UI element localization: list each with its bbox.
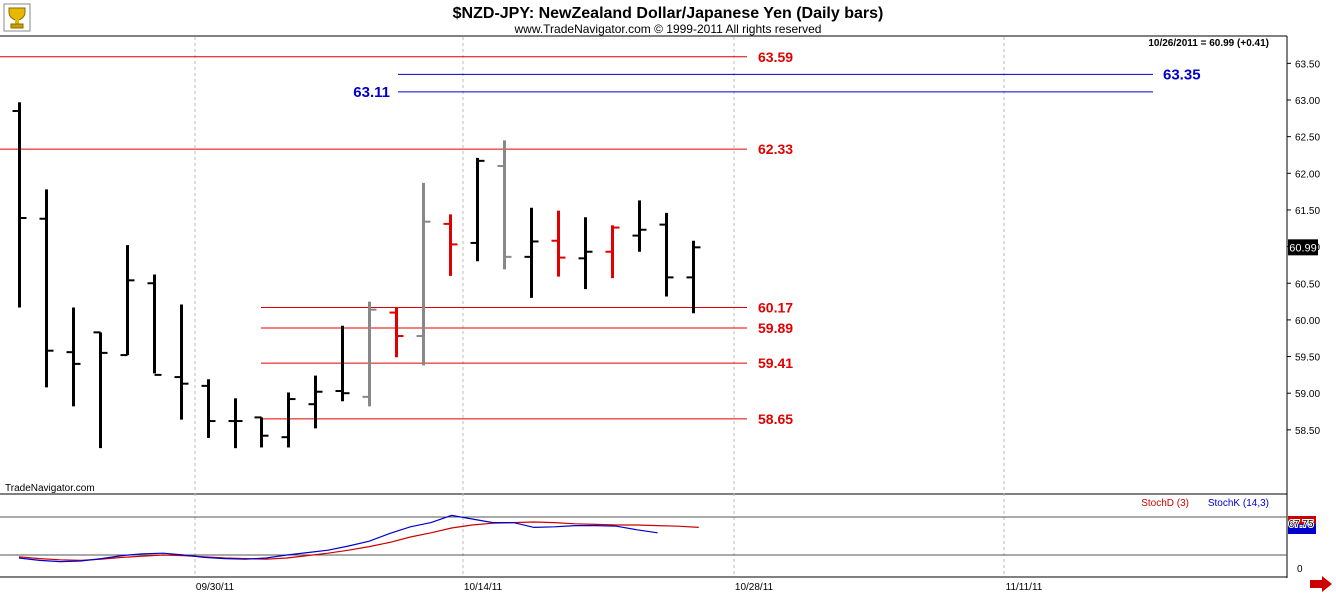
price-tick-label: 63.00 [1295,96,1320,107]
ohlc-bar [201,379,216,438]
support-resistance-levels: 63.59 63.35 63.11 62.33 60.17 59.89 59.41 58.65 [0,49,1201,427]
ohlc-bar [39,189,54,388]
level-label: 63.35 [1163,66,1201,83]
price-tick-label: 63.50 [1295,59,1320,70]
level-label: 58.65 [758,411,793,427]
scroll-right-arrow[interactable] [1310,576,1332,592]
date-axis[interactable]: 09/30/11 10/14/11 10/28/11 11/11/11 [196,582,1043,593]
ohlc-bar [659,212,674,297]
watermark: TradeNavigator.com [5,483,95,494]
ohlc-bar [228,398,243,449]
price-tick-label: 62.00 [1295,169,1320,180]
ohlc-bar [443,214,458,276]
ohlc-bar [174,304,189,420]
ohlc-bar [578,217,593,290]
ohlc-bar [416,182,431,366]
price-tick-label: 60.50 [1295,279,1320,290]
date-tick-label: 10/14/11 [464,582,503,593]
last-quote: 10/26/2011 = 60.99 (+0.41) [1148,38,1269,49]
ohlc-bar [93,331,108,449]
level-label: 59.41 [758,355,793,371]
ohlc-bar [632,200,647,252]
level-label: 62.33 [758,141,793,157]
indicator-zero-label: 0 [1297,564,1303,575]
ohlc-bar [551,210,566,277]
ohlc-bar [605,225,620,279]
stochd-label: StochD (3) [1141,498,1189,509]
ohlc-bar [686,240,701,314]
logo [3,3,31,32]
level-label: 60.17 [758,299,793,315]
ohlc-bar [12,102,27,308]
level-label: 63.11 [353,84,390,101]
last-price-label: 60.99 [1289,242,1317,254]
level-label: 59.89 [758,320,793,336]
ohlc-bar [308,375,323,429]
price-tick-label: 58.50 [1295,426,1320,437]
price-tick-label: 60.00 [1295,316,1320,327]
ohlc-bar [389,307,404,358]
price-bars [12,102,701,449]
copyright-text: www.TradeNavigator.com © 1999-2011 All r… [514,22,822,36]
level-label: 63.59 [758,49,793,65]
ohlc-bar [66,307,81,407]
trophy-icon [3,3,31,32]
ohlc-bar [281,392,296,448]
ohlc-bar [120,245,135,357]
indicator-value: 67.75 [1288,519,1313,530]
price-tick-label: 59.50 [1295,353,1320,364]
date-tick-label: 10/28/11 [735,582,774,593]
stochk-label: StochK (14,3) [1208,498,1269,509]
ohlc-bar [497,140,512,270]
price-tick-label: 61.50 [1295,206,1320,217]
date-tick-label: 09/30/11 [196,582,235,593]
stochastic-panel: StochD (3) StochK (14,3) 67.75 0 [0,498,1316,575]
ohlc-bar [362,301,377,407]
chart-title: $NZD-JPY: NewZealand Dollar/Japanese Yen… [453,5,884,22]
stochk-line [18,514,658,563]
last-price-tag: 60.99 [1288,239,1318,256]
ohlc-bar [147,274,162,376]
ohlc-bar [524,207,539,298]
date-tick-label: 11/11/11 [1006,582,1043,593]
ohlc-bar [470,157,485,262]
price-tick-label: 62.50 [1295,133,1320,144]
stochd-line [18,521,699,562]
ohlc-bar [254,416,269,448]
indicator-value-tag: 67.75 [1287,516,1316,534]
ohlc-bar [335,325,350,402]
price-tick-label: 59.00 [1295,389,1320,400]
